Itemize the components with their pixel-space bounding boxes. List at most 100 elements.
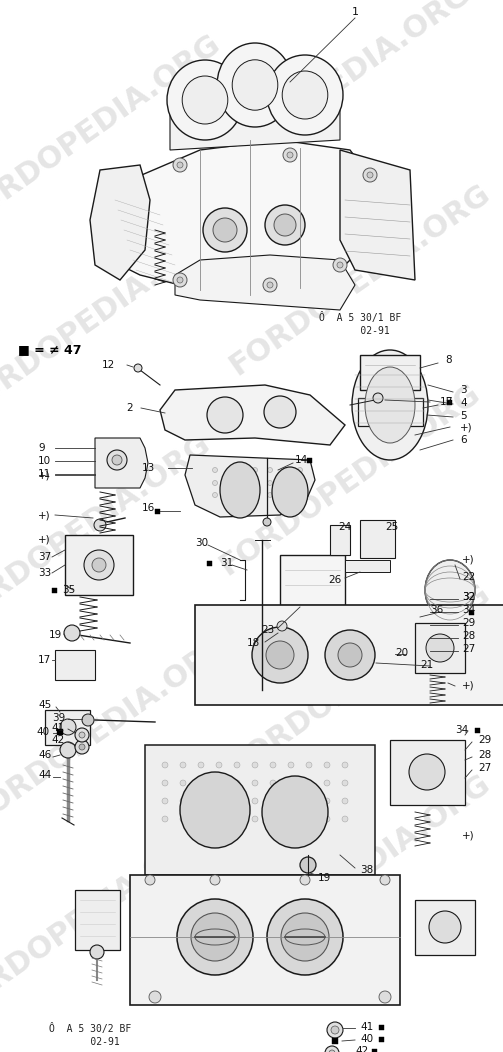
Circle shape <box>180 762 186 768</box>
Circle shape <box>288 762 294 768</box>
Text: 8: 8 <box>445 355 452 365</box>
Circle shape <box>79 732 85 739</box>
Polygon shape <box>160 385 345 445</box>
Circle shape <box>198 816 204 822</box>
Text: FORDOPEDIA.ORG: FORDOPEDIA.ORG <box>204 0 476 181</box>
Circle shape <box>198 762 204 768</box>
Text: 2: 2 <box>126 403 133 413</box>
Circle shape <box>162 798 168 804</box>
Circle shape <box>329 1050 335 1052</box>
Text: 41: 41 <box>360 1021 373 1032</box>
Text: 11: 11 <box>38 469 51 479</box>
Text: 22: 22 <box>462 572 475 582</box>
Text: 32: 32 <box>462 592 475 602</box>
Ellipse shape <box>180 772 250 848</box>
Text: 9: 9 <box>38 443 45 453</box>
Bar <box>379 1036 384 1041</box>
Ellipse shape <box>365 367 415 443</box>
Text: 30: 30 <box>195 538 208 548</box>
Circle shape <box>373 393 383 403</box>
Text: 42: 42 <box>355 1046 368 1052</box>
Text: 32: 32 <box>462 592 475 602</box>
Bar <box>130 875 400 1005</box>
Bar <box>330 525 350 555</box>
Text: Ô  A 5 30/2 BF
     02-91: Ô A 5 30/2 BF 02-91 <box>49 1023 131 1047</box>
Circle shape <box>252 627 308 683</box>
Text: FORDOPEDIA.ORG: FORDOPEDIA.ORG <box>224 769 496 971</box>
Circle shape <box>177 277 183 283</box>
Circle shape <box>331 1026 339 1034</box>
Circle shape <box>212 467 217 472</box>
Circle shape <box>252 780 258 786</box>
Bar <box>415 623 465 673</box>
Circle shape <box>252 816 258 822</box>
Circle shape <box>297 467 302 472</box>
Text: 27: 27 <box>478 763 491 773</box>
Circle shape <box>281 913 329 960</box>
Circle shape <box>270 798 276 804</box>
Circle shape <box>270 816 276 822</box>
Text: 34: 34 <box>455 725 468 735</box>
Circle shape <box>270 780 276 786</box>
Text: +): +) <box>38 510 51 520</box>
Circle shape <box>252 798 258 804</box>
Ellipse shape <box>217 43 293 127</box>
Ellipse shape <box>232 60 278 110</box>
Bar <box>373 1049 377 1052</box>
Text: 27: 27 <box>462 644 475 654</box>
Text: FORDOPEDIA.ORG: FORDOPEDIA.ORG <box>0 28 226 231</box>
Circle shape <box>300 875 310 885</box>
Circle shape <box>60 742 76 758</box>
Circle shape <box>212 492 217 498</box>
Circle shape <box>173 158 187 171</box>
Text: 13: 13 <box>142 463 155 473</box>
Circle shape <box>306 798 312 804</box>
Polygon shape <box>340 150 415 280</box>
Circle shape <box>264 396 296 428</box>
Circle shape <box>342 798 348 804</box>
Circle shape <box>149 991 161 1003</box>
Circle shape <box>162 780 168 786</box>
Circle shape <box>268 467 273 472</box>
Ellipse shape <box>267 55 343 135</box>
Circle shape <box>338 643 362 667</box>
Text: 16: 16 <box>142 503 155 513</box>
Polygon shape <box>110 140 380 300</box>
Circle shape <box>380 875 390 885</box>
Circle shape <box>180 780 186 786</box>
Circle shape <box>253 481 258 486</box>
Bar <box>195 605 503 705</box>
Circle shape <box>288 816 294 822</box>
Circle shape <box>177 899 253 975</box>
Polygon shape <box>175 255 355 310</box>
Text: 18: 18 <box>247 638 260 648</box>
Text: 6: 6 <box>460 434 467 445</box>
Circle shape <box>177 162 183 168</box>
Circle shape <box>297 481 302 486</box>
Circle shape <box>210 875 220 885</box>
Text: 10: 10 <box>38 456 51 466</box>
Circle shape <box>180 816 186 822</box>
Text: 1: 1 <box>352 7 359 17</box>
Text: 21: 21 <box>420 660 433 670</box>
Circle shape <box>288 798 294 804</box>
Circle shape <box>324 762 330 768</box>
Text: FORDOPEDIA.ORG: FORDOPEDIA.ORG <box>0 219 226 421</box>
Bar <box>360 520 395 558</box>
Circle shape <box>342 762 348 768</box>
Text: 14: 14 <box>295 456 308 465</box>
Text: 12: 12 <box>102 360 115 370</box>
Circle shape <box>234 780 240 786</box>
Circle shape <box>112 456 122 465</box>
Ellipse shape <box>425 560 475 620</box>
Bar <box>278 620 308 642</box>
Bar <box>65 535 133 595</box>
Text: 46: 46 <box>38 750 51 760</box>
Text: 19: 19 <box>49 630 62 640</box>
Bar <box>208 561 212 566</box>
Text: 39: 39 <box>52 713 65 723</box>
Text: +): +) <box>462 555 475 565</box>
Circle shape <box>306 816 312 822</box>
Circle shape <box>267 282 273 288</box>
Polygon shape <box>90 165 150 280</box>
